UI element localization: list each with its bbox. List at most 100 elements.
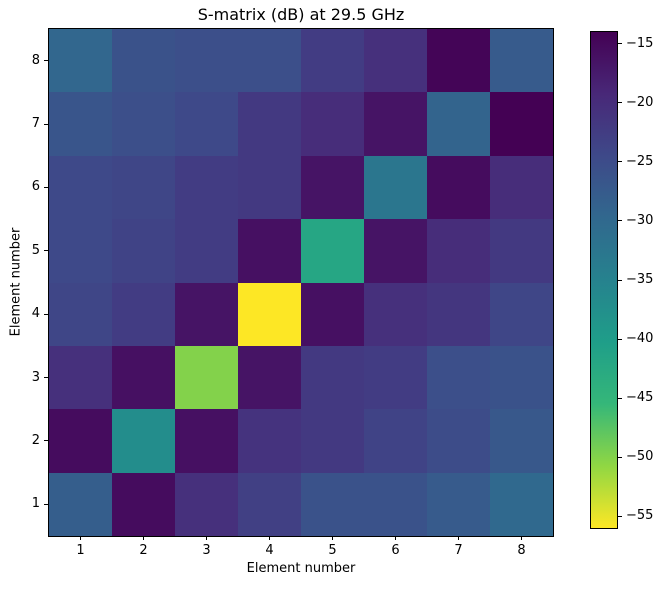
y-tick-label-7: 7 [31,116,40,132]
colorbar-tick-label-5: −40 [626,331,654,347]
heatmap-cell-r1c3 [175,472,238,536]
heatmap-cell-r6c1 [49,155,112,220]
heatmap-cell-r4c5 [301,282,364,346]
x-tick-label-8: 8 [517,543,526,558]
x-tick-mark-2 [143,536,144,540]
heatmap-cell-r4c2 [112,282,175,346]
chart-title: S-matrix (dB) at 29.5 GHz [197,5,405,24]
heatmap-cell-r3c2 [112,345,175,410]
y-tick-label-4: 4 [31,306,40,322]
heatmap-cell-r2c5 [301,409,364,473]
heatmap-cell-r4c3 [175,282,238,346]
heatmap-cell-r5c3 [175,219,238,283]
y-tick-mark-3 [44,377,48,379]
heatmap-cell-r4c1 [49,282,112,346]
y-tick-label-6: 6 [31,179,40,195]
heatmap-cell-r1c5 [301,472,364,536]
heatmap-cell-r8c2 [112,29,175,93]
heatmap-cell-r4c8 [490,282,553,346]
heatmap-cell-r3c3 [175,345,238,410]
x-tick-label-5: 5 [328,543,337,558]
heatmap-cell-r3c1 [49,345,112,410]
heatmap-cell-r1c1 [49,472,112,536]
heatmap-cell-r6c2 [112,155,175,220]
heatmap-cell-r1c7 [427,472,490,536]
heatmap-cell-r2c3 [175,409,238,473]
colorbar-tick-label-7: −50 [626,449,654,465]
colorbar-tick-label-1: −20 [626,94,654,110]
x-tick-label-7: 7 [454,543,463,558]
y-tick-mark-4 [44,313,48,315]
heatmap-cell-r2c6 [364,409,427,473]
colorbar-tick-mark-3 [618,220,622,222]
x-tick-label-1: 1 [76,543,85,558]
y-tick-label-8: 8 [31,52,40,68]
heatmap-cell-r7c5 [301,92,364,156]
x-tick-mark-3 [206,536,207,540]
colorbar-tick-label-4: −35 [626,272,654,287]
colorbar-tick-label-2: −25 [626,153,654,169]
heatmap-cell-r5c5 [301,219,364,283]
heatmap-cell-r3c7 [427,345,490,410]
heatmap-cell-r3c6 [364,345,427,410]
y-tick-label-5: 5 [31,242,40,258]
heatmap-cell-r1c8 [490,472,553,536]
heatmap-cell-r5c6 [364,219,427,283]
heatmap-cell-r2c8 [490,409,553,473]
x-tick-mark-8 [521,536,522,540]
heatmap-cell-r8c1 [49,29,112,93]
heatmap-cell-r5c8 [490,219,553,283]
x-tick-mark-5 [332,536,333,540]
heatmap-cell-r2c2 [112,409,175,473]
colorbar-tick-mark-8 [618,515,622,517]
colorbar-tick-mark-7 [618,456,622,458]
plot-area [48,28,554,537]
heatmap-cell-r7c1 [49,92,112,156]
heatmap-cell-r2c1 [49,409,112,473]
heatmap-cell-r7c3 [175,92,238,156]
heatmap-grid [49,29,553,536]
colorbar-tick-label-6: −45 [626,390,654,406]
heatmap-cell-r7c8 [490,92,553,156]
heatmap-cell-r3c5 [301,345,364,410]
colorbar-tick-mark-6 [618,397,622,399]
colorbar-tick-label-0: −15 [626,35,654,51]
heatmap-cell-r6c7 [427,155,490,220]
heatmap-cell-r8c5 [301,29,364,93]
y-tick-mark-6 [44,186,48,188]
heatmap-cell-r1c6 [364,472,427,536]
x-tick-label-6: 6 [391,543,400,558]
heatmap-cell-r8c4 [238,29,301,93]
x-tick-mark-1 [80,536,81,540]
heatmap-cell-r4c7 [427,282,490,346]
heatmap-cell-r6c6 [364,155,427,220]
y-tick-label-2: 2 [31,432,40,448]
heatmap-cell-r1c2 [112,472,175,536]
y-tick-label-3: 3 [31,369,40,385]
heatmap-cell-r2c4 [238,409,301,473]
y-tick-mark-2 [44,440,48,442]
heatmap-cell-r4c4 [238,282,301,346]
heatmap-cell-r5c7 [427,219,490,283]
x-tick-label-3: 3 [202,543,211,558]
heatmap-cell-r4c6 [364,282,427,346]
colorbar-tick-label-8: −55 [626,508,654,524]
heatmap-cell-r6c8 [490,155,553,220]
heatmap-cell-r6c4 [238,155,301,220]
x-tick-mark-6 [395,536,396,540]
heatmap-cell-r7c2 [112,92,175,156]
colorbar-tick-mark-2 [618,161,622,163]
heatmap-cell-r6c5 [301,155,364,220]
heatmap-cell-r7c4 [238,92,301,156]
colorbar-tick-mark-5 [618,338,622,340]
y-tick-mark-5 [44,250,48,252]
heatmap-cell-r1c4 [238,472,301,536]
y-tick-mark-7 [44,123,48,125]
heatmap-cell-r2c7 [427,409,490,473]
x-tick-mark-4 [269,536,270,540]
y-tick-label-1: 1 [31,496,40,512]
y-tick-mark-1 [44,503,48,505]
x-tick-label-2: 2 [139,543,148,558]
colorbar-tick-mark-0 [618,43,622,45]
